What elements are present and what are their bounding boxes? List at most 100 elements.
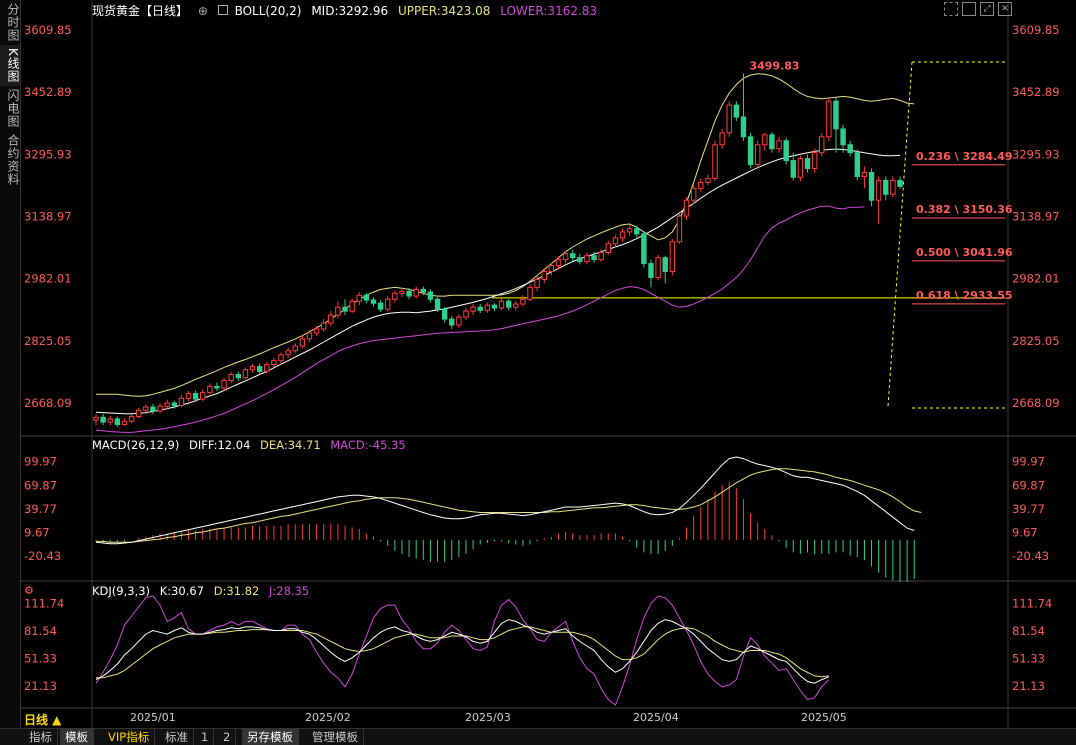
symbol-title[interactable]: 现货黄金【日线】	[92, 4, 189, 18]
chart-area[interactable]: 3609.85 3609.85 3452.89 3452.89 3295.93 3295.…	[20, 0, 1076, 728]
candle-42	[392, 290, 398, 303]
candle-103	[826, 97, 832, 141]
macd-header: MACD(26,12,9) DIFF:12.04 DEA:34.71 MACD:…	[92, 438, 412, 452]
macd-name[interactable]: MACD(26,12,9)	[92, 438, 180, 452]
candle-21	[242, 367, 249, 380]
candle-60	[520, 295, 526, 307]
candle-25	[271, 357, 277, 368]
tab-template[interactable]: 模板	[60, 729, 94, 745]
kdj-settings-icon[interactable]: ⚙	[24, 584, 34, 597]
price-tick-label-left-5: 2825.05	[24, 334, 72, 348]
price-tick-label-left-0: 3609.85	[24, 23, 72, 37]
candle-body-104	[833, 100, 839, 130]
candle-54	[477, 304, 483, 314]
candle-body-4	[121, 420, 128, 425]
price-tick-label-left-4: 2982.01	[24, 272, 72, 286]
candle-78	[648, 259, 654, 288]
candle-86	[705, 174, 711, 186]
candle-body-3	[114, 418, 121, 425]
dashed-box-icon[interactable]	[944, 2, 958, 16]
period-selector[interactable]: 日线 ▲	[24, 713, 62, 727]
candle-body-14	[192, 393, 199, 400]
kdj-k-line	[95, 619, 829, 684]
candle-body-49	[441, 308, 448, 320]
candle-75	[626, 224, 633, 236]
candle-body-88	[719, 132, 725, 146]
candle-body-55	[484, 304, 491, 311]
candle-112	[890, 176, 896, 198]
candle-68	[577, 253, 583, 265]
kdj-tick-label-right-3: 21.13	[1012, 679, 1045, 693]
circle-plus-icon[interactable]: ⊕	[197, 4, 208, 18]
tab-contract-info[interactable]: 合约资料	[6, 133, 20, 186]
candle-body-13	[185, 393, 192, 399]
candle-105	[840, 124, 846, 153]
price-tick-label-left-2: 3295.93	[24, 147, 72, 161]
candle-body-34	[335, 306, 341, 316]
date-label-mar: 2025/03	[465, 711, 511, 724]
tab-indicator[interactable]: 指标	[24, 729, 58, 745]
macd-tick-label-left-0: 99.97	[24, 455, 57, 469]
tab-kline[interactable]: K线图	[0, 45, 20, 86]
candle-body-45	[413, 288, 419, 297]
kdj-tick-label-left-0: 111.74	[24, 597, 64, 611]
candle-0	[93, 414, 99, 426]
candle-body-53	[470, 306, 476, 312]
boll-upper: UPPER:3423.08	[397, 4, 491, 18]
tab-time-sharing[interactable]: 分时图	[6, 3, 20, 42]
candle-body-57	[498, 300, 505, 309]
candle-3	[114, 416, 121, 427]
fib-diagonal-line	[887, 61, 913, 407]
boll-name[interactable]: BOLL(20,2)	[234, 4, 302, 18]
candle-64	[548, 262, 555, 276]
peak-label: 3499.83	[749, 59, 799, 72]
candle-body-109	[868, 171, 875, 201]
close-icon[interactable]: ✕	[998, 2, 1012, 16]
candle-body-98	[790, 160, 796, 178]
candle-body-87	[712, 144, 718, 179]
candle-81	[669, 239, 676, 276]
candle-body-27	[285, 350, 291, 356]
candle-body-62	[534, 278, 540, 288]
expand-icon[interactable]: ⤢	[980, 2, 994, 16]
macd-dea: DEA:34.71	[260, 438, 321, 452]
tab-slot-2[interactable]: 2	[218, 729, 237, 745]
candle-body-77	[641, 233, 647, 265]
candle-body-60	[520, 298, 526, 305]
candle-body-76	[634, 228, 640, 235]
candle-49	[441, 307, 448, 323]
candle-body-81	[669, 241, 676, 273]
candle-32	[320, 319, 327, 332]
tab-slot-1[interactable]: 1	[196, 729, 215, 745]
candle-59	[513, 300, 519, 310]
candle-body-50	[449, 318, 455, 326]
tab-standard[interactable]: 标准	[160, 729, 194, 745]
date-label-feb: 2025/02	[305, 711, 351, 724]
tab-vip-indicator[interactable]: VIP指标	[103, 729, 156, 745]
kdj-name[interactable]: KDJ(9,3,3)	[92, 584, 151, 598]
kdj-tick-label-left-1: 81.54	[24, 624, 57, 638]
candle-body-8	[150, 406, 156, 412]
candle-65	[555, 256, 562, 270]
save-template-button[interactable]: 另存模板	[242, 729, 299, 745]
tab-flash-chart[interactable]: 闪电图	[6, 88, 20, 128]
candle-body-29	[299, 338, 306, 347]
candle-28	[292, 343, 298, 353]
candle-body-22	[249, 366, 256, 371]
candle-71	[598, 249, 604, 262]
candle-26	[278, 352, 284, 364]
candle-body-35	[342, 306, 348, 312]
candle-53	[470, 304, 476, 316]
manage-template-button[interactable]: 管理模板	[307, 729, 364, 745]
candle-body-16	[207, 385, 213, 393]
macd-tick-label-left-4: -20.43	[24, 549, 61, 563]
candle-body-23	[256, 366, 263, 372]
candle-63	[541, 268, 547, 284]
candle-18	[221, 377, 227, 391]
price-tick-label-right-5: 2825.05	[1012, 334, 1060, 348]
candle-40	[377, 300, 384, 312]
candle-79	[655, 254, 661, 281]
macd-tick-label-left-2: 39.77	[24, 502, 57, 516]
candle-13	[185, 391, 192, 402]
box-icon[interactable]	[962, 2, 976, 16]
